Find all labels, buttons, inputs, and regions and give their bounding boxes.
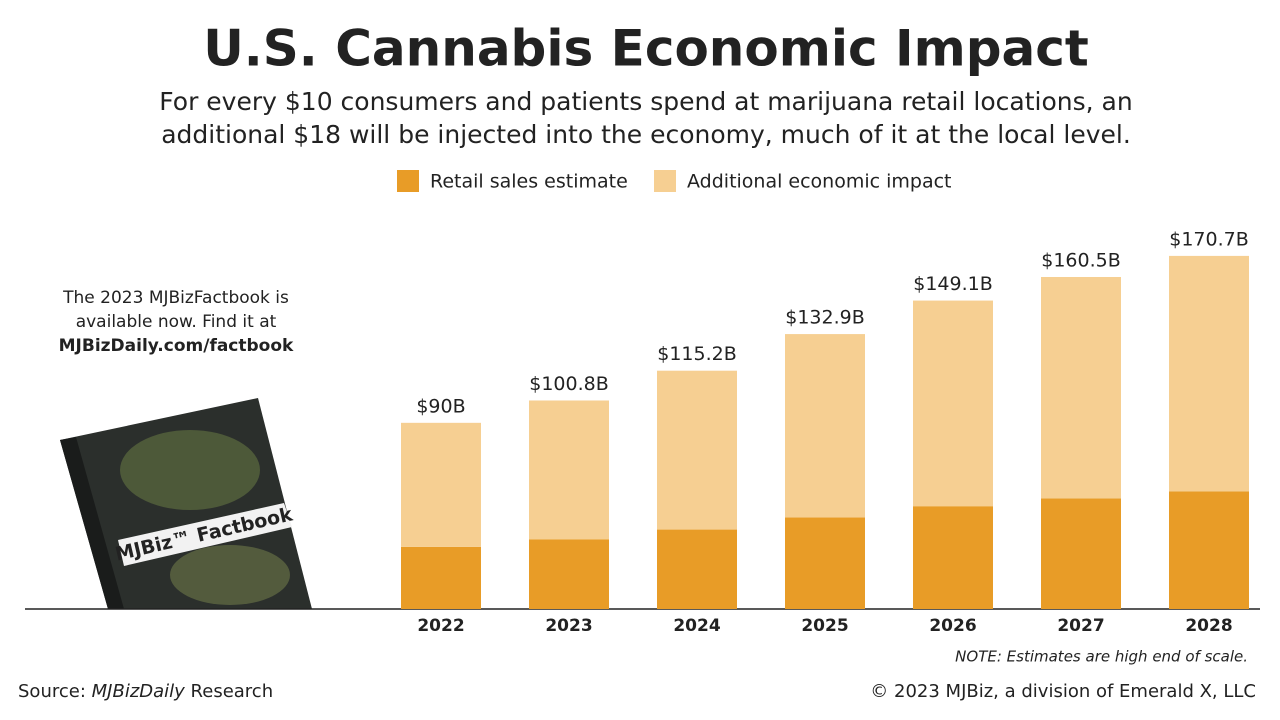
bar-segment xyxy=(785,517,865,609)
total-label: $100.8B xyxy=(529,373,609,395)
bar-segment xyxy=(1169,255,1249,492)
total-label: $149.1B xyxy=(913,273,993,295)
bar-segment xyxy=(657,529,737,609)
subtitle: For every $10 consumers and patients spe… xyxy=(159,87,1132,116)
bar-segment xyxy=(1169,491,1249,609)
bar-segment xyxy=(529,539,609,609)
bar-segment xyxy=(401,422,481,547)
source: Source: MJBizDaily Research xyxy=(18,681,273,702)
source-prefix: Source: xyxy=(18,681,86,702)
x-tick-label: 2027 xyxy=(1057,616,1104,636)
x-tick-label: 2025 xyxy=(801,616,848,636)
chart-title: U.S. Cannabis Economic Impact xyxy=(203,20,1089,78)
bar-segment xyxy=(401,546,481,609)
book-spine xyxy=(60,437,124,609)
book-art xyxy=(170,545,290,605)
total-label: $115.2B xyxy=(657,343,737,365)
x-tick-label: 2026 xyxy=(929,616,976,636)
source-suffix: Research xyxy=(191,681,274,702)
legend-swatch xyxy=(397,170,419,192)
subtitle: additional $18 will be injected into the… xyxy=(161,120,1131,149)
bar-segment xyxy=(1041,276,1121,499)
x-tick-label: 2024 xyxy=(673,616,720,636)
copyright: © 2023 MJBiz, a division of Emerald X, L… xyxy=(870,681,1256,702)
book-art xyxy=(120,430,260,510)
total-label: $160.5B xyxy=(1041,249,1121,271)
x-tick-label: 2022 xyxy=(417,616,464,636)
total-label: $90B xyxy=(416,395,465,417)
bar-segment xyxy=(1041,498,1121,609)
bar-segment xyxy=(657,370,737,530)
legend-swatch xyxy=(654,170,676,192)
total-label: $170.7B xyxy=(1169,228,1249,250)
bar-segment xyxy=(913,300,993,507)
note: NOTE: Estimates are high end of scale. xyxy=(955,648,1248,666)
legend-label: Additional economic impact xyxy=(687,171,952,193)
bar-segment xyxy=(785,334,865,518)
x-tick-label: 2023 xyxy=(545,616,592,636)
bar-segment xyxy=(913,506,993,609)
legend-label: Retail sales estimate xyxy=(430,171,628,193)
x-tick-label: 2028 xyxy=(1185,616,1232,636)
total-label: $132.9B xyxy=(785,307,865,329)
bar-segment xyxy=(529,400,609,540)
promo-link: MJBizDaily.com/factbook xyxy=(59,336,294,356)
promo-text: available now. Find it at xyxy=(76,312,277,332)
promo-text: The 2023 MJBizFactbook is xyxy=(62,288,289,308)
source-name: MJBizDaily xyxy=(92,681,186,702)
book-band xyxy=(118,503,292,566)
book: MJBiz™ Factbook xyxy=(60,398,312,609)
